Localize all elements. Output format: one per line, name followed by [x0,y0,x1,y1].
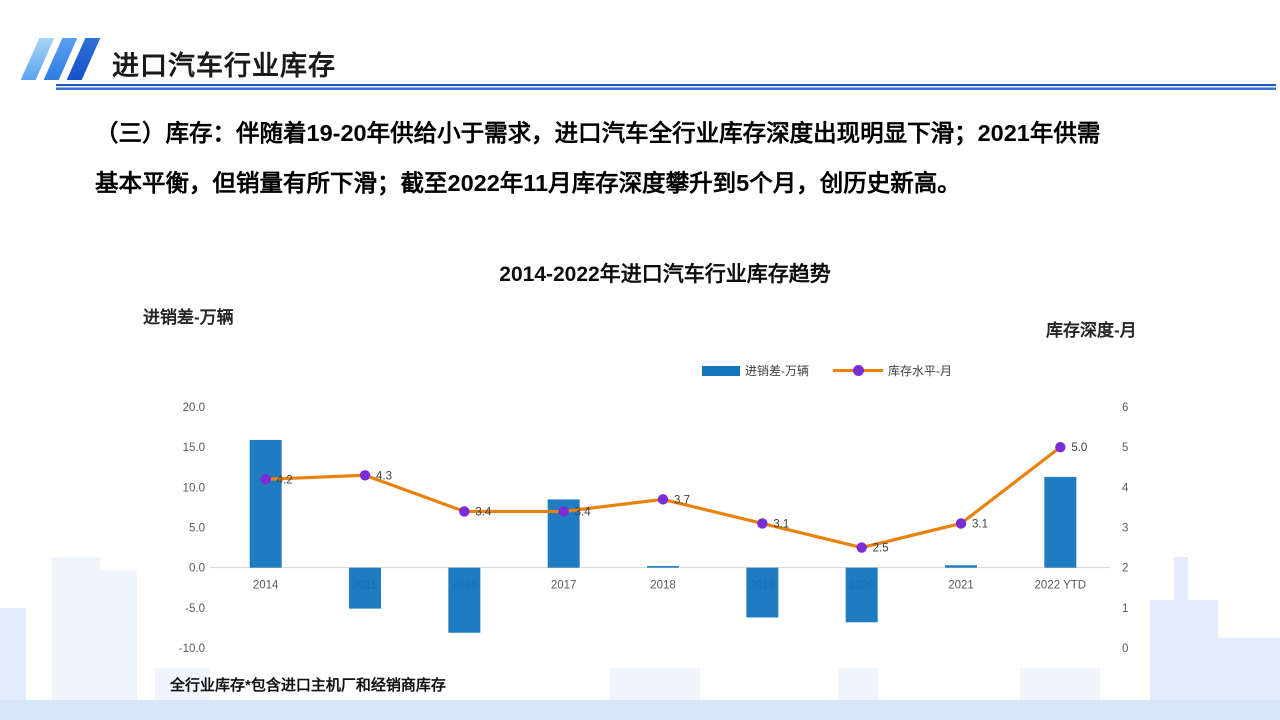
body-paragraph-line: 基本平衡，但销量有所下滑；截至2022年11月库存深度攀升到5个月，创历史新高。 [95,170,961,196]
body-paragraph-line: （三）库存：伴随着19-20年供给小于需求，进口汽车全行业库存深度出现明显下滑；… [95,120,1101,146]
line-marker-2020 [856,542,867,553]
right-axis-tick: 5 [1122,442,1128,454]
line-marker-2017 [558,506,569,517]
skyline-building [100,570,137,720]
x-axis-label-2022 YTD: 2022 YTD [1035,580,1087,592]
right-axis-title: 库存深度-月 [1046,321,1137,340]
bar-2018 [647,566,679,568]
body-paragraph: （三）库存：伴随着19-20年供给小于需求，进口汽车全行业库存深度出现明显下滑；… [95,108,1195,208]
right-axis-tick: 2 [1122,563,1128,575]
data-label-2015: 4.3 [376,470,392,482]
left-axis-tick: -10.0 [179,643,205,655]
x-axis-label-2021: 2021 [948,580,974,592]
line-marker-2022 YTD [1055,441,1066,453]
line-marker-2019 [757,518,768,529]
data-label-2016: 3.4 [475,506,492,518]
left-axis-tick: 0.0 [189,563,205,575]
bar-series-swatch-icon [702,365,740,376]
chart-title: 2014-2022年进口汽车行业库存趋势 [499,263,831,286]
chart-legend: 进销差-万辆 库存水平-月 [702,362,952,379]
right-axis-tick: 4 [1122,482,1129,494]
line-marker-icon [853,365,864,376]
bar-2022 YTD [1044,476,1077,568]
x-axis-label-2018: 2018 [650,580,676,592]
left-axis-title: 进销差-万辆 [143,308,234,327]
line-marker-2015 [359,470,371,481]
left-axis-tick: 5.0 [189,523,205,535]
bar-2019 [746,567,779,618]
data-label-2020: 2.5 [873,543,889,555]
legend-item-bars: 进销差-万辆 [702,362,809,379]
line-marker-2014 [260,474,271,485]
data-label-2021: 3.1 [972,518,988,530]
right-axis-tick: 3 [1122,523,1128,535]
left-axis-tick: 15.0 [183,442,205,454]
data-label-2017: 3.4 [575,506,592,518]
logo-slashes-icon [20,38,101,80]
bar-2014 [249,439,282,568]
data-label-2014: 4.2 [277,474,293,486]
skyline-building [1174,557,1188,720]
left-axis-tick: 10.0 [183,482,205,494]
right-axis-tick: 6 [1122,402,1128,414]
bar-2021 [945,565,977,568]
data-label-2019: 3.1 [773,518,789,530]
footnote: 全行业库存*包含进口主机厂和经销商库存 [170,677,446,694]
bar-2016 [448,567,481,633]
skyline-building [52,557,100,720]
page-title: 进口汽车行业库存 [112,51,336,81]
right-axis-tick: 0 [1122,643,1128,655]
combo-chart: 20.0 15.0 10.0 5.0 0.0 -5.0 -10.0 6 5 4 3 2 1 0 2014 20… [179,402,1129,655]
left-axis-tick: 20.0 [183,402,205,414]
legend-label: 库存水平-月 [888,364,952,378]
title-divider [56,84,1276,90]
line-series-swatch-icon [833,365,883,376]
data-label-2018: 3.7 [674,494,690,506]
line-marker-2021 [955,518,967,529]
legend-item-line: 库存水平-月 [833,362,952,379]
left-axis-tick: -5.0 [185,603,205,615]
bar-2015 [349,567,381,609]
legend-label: 进销差-万辆 [745,364,809,378]
bar-2020 [845,567,878,623]
data-label-2022 YTD: 5.0 [1071,442,1087,454]
line-marker-2016 [459,506,470,517]
x-axis-label-2017: 2017 [551,580,577,592]
x-axis-label-2014: 2014 [253,580,279,592]
right-axis-tick: 1 [1122,603,1128,615]
line-marker-2018 [657,494,669,505]
skyline-base-band [0,700,1280,720]
